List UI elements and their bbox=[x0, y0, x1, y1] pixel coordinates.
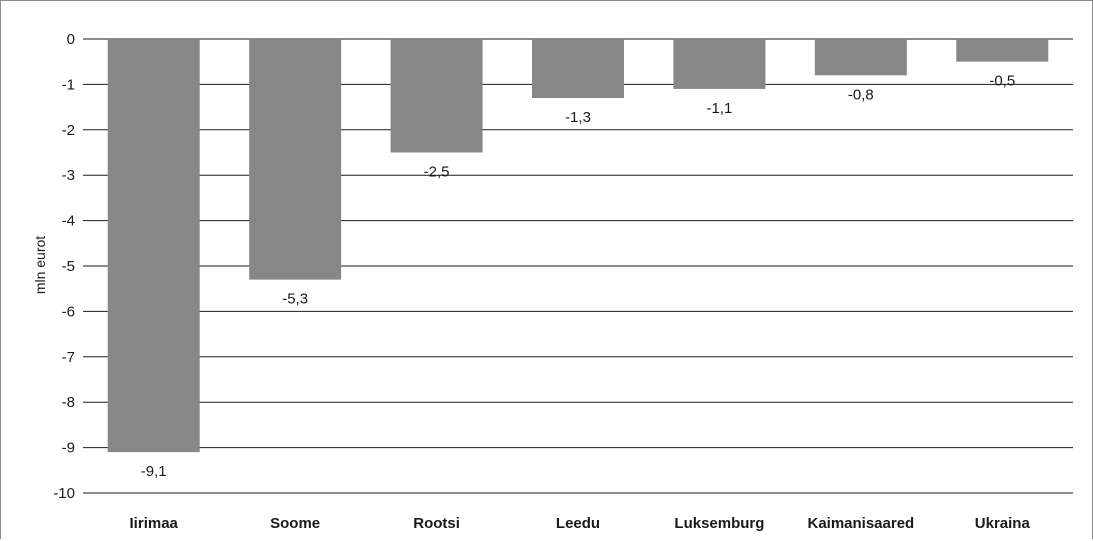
data-label: -1,3 bbox=[565, 109, 591, 126]
data-label: -5,3 bbox=[282, 291, 308, 308]
y-tick-label: -1 bbox=[62, 76, 75, 93]
y-tick-label: -10 bbox=[53, 485, 75, 502]
data-label: -9,1 bbox=[141, 463, 167, 480]
y-axis-label: mln eurot bbox=[32, 236, 48, 294]
y-tick-label: -6 bbox=[62, 303, 75, 320]
data-label: -0,8 bbox=[848, 86, 874, 103]
y-tick-label: -9 bbox=[62, 440, 75, 457]
y-tick-label: -8 bbox=[62, 394, 75, 411]
bars bbox=[107, 39, 1049, 453]
y-tick-label: -5 bbox=[62, 258, 75, 275]
category-label: Kaimanisaared bbox=[807, 515, 914, 532]
category-label: Ukraina bbox=[975, 515, 1031, 532]
bar-ukraina bbox=[956, 39, 1049, 62]
y-tick-label: -2 bbox=[62, 122, 75, 139]
category-label: Iirimaa bbox=[130, 515, 179, 532]
data-label: -1,1 bbox=[706, 100, 732, 117]
category-label: Leedu bbox=[556, 515, 600, 532]
category-label: Luksemburg bbox=[674, 515, 764, 532]
gridlines bbox=[83, 38, 1073, 494]
data-label: -0,5 bbox=[989, 73, 1015, 90]
category-label: Rootsi bbox=[413, 515, 460, 532]
bar-iirimaa bbox=[107, 39, 200, 453]
y-tick-label: -4 bbox=[62, 213, 75, 230]
y-tick-label: -3 bbox=[62, 167, 75, 184]
bar-kaimanisaared bbox=[814, 39, 907, 76]
x-axis-categories: Iirimaa Soome Rootsi Leedu Luksemburg Kaimani… bbox=[130, 515, 1031, 532]
category-label: Soome bbox=[270, 515, 320, 532]
bar-luksemburg bbox=[673, 39, 766, 89]
bar-leedu bbox=[532, 39, 624, 99]
bar-soome bbox=[249, 39, 342, 280]
bar-rootsi bbox=[390, 39, 483, 153]
y-tick-label: -7 bbox=[62, 349, 75, 366]
data-labels: -9,1 -5,3 -2,5 -1,3 -1,1 -0,8 -0,5 bbox=[141, 73, 1015, 480]
data-label: -2,5 bbox=[424, 164, 450, 181]
y-axis-ticks: 0 -1 -2 -3 -4 -5 -6 -7 -8 -9 -10 bbox=[53, 31, 75, 502]
y-tick-label: 0 bbox=[67, 31, 75, 48]
